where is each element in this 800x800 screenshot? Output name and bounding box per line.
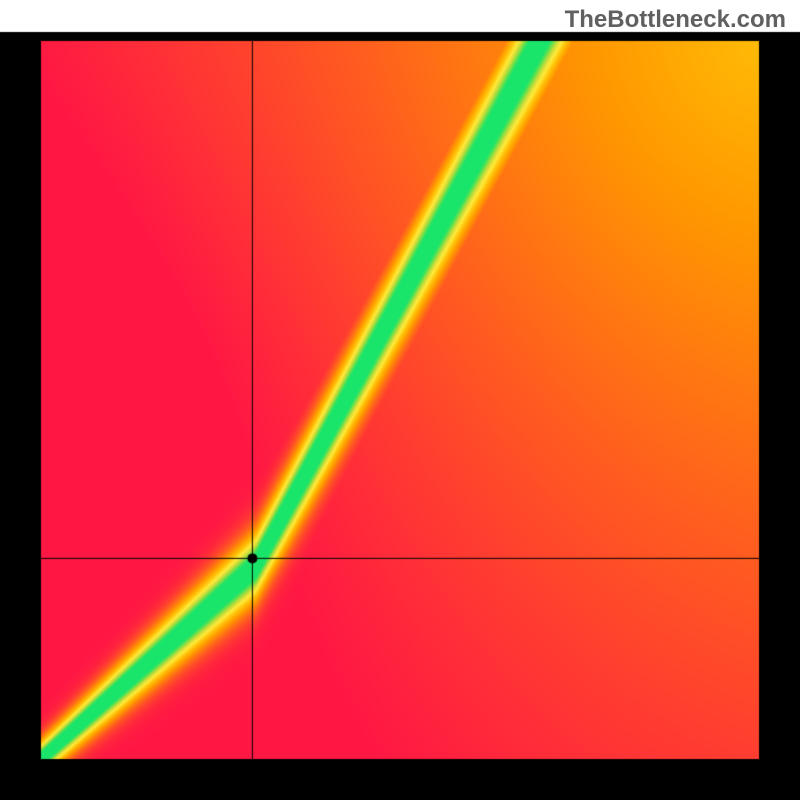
watermark-text: TheBottleneck.com bbox=[565, 6, 786, 34]
heatmap-canvas bbox=[0, 0, 800, 800]
chart-container: TheBottleneck.com bbox=[0, 0, 800, 800]
